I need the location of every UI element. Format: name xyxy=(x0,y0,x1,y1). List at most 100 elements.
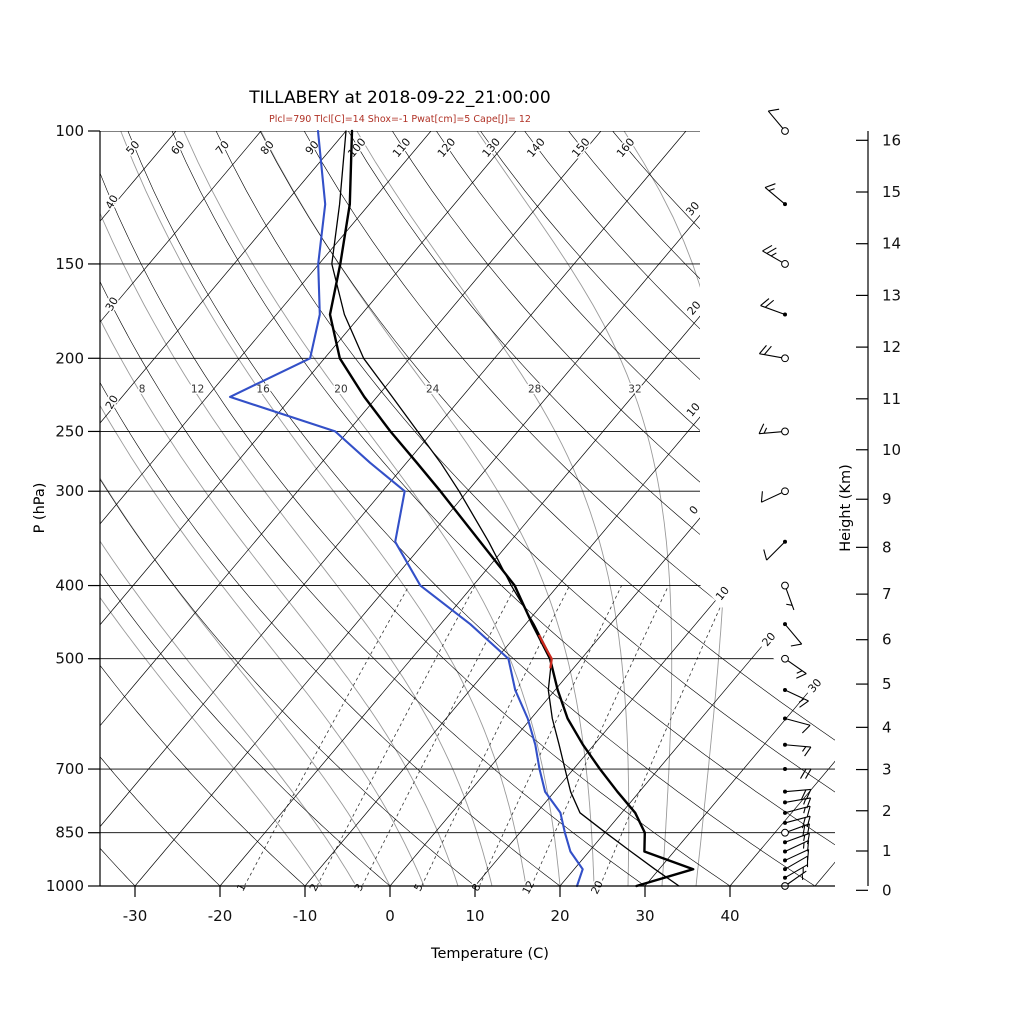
svg-text:50: 50 xyxy=(124,138,143,157)
station-dot xyxy=(783,840,787,845)
isotherm xyxy=(474,131,835,886)
svg-text:10: 10 xyxy=(465,907,484,925)
grid-lines xyxy=(0,131,835,886)
mixing-ratio-line xyxy=(316,585,476,886)
svg-text:1000: 1000 xyxy=(46,877,84,895)
svg-text:7: 7 xyxy=(882,585,892,603)
station-dot xyxy=(783,849,787,854)
svg-text:15: 15 xyxy=(882,183,901,201)
svg-text:150: 150 xyxy=(55,255,84,273)
svg-text:0: 0 xyxy=(687,503,701,517)
wind-barb xyxy=(783,622,803,647)
svg-text:100: 100 xyxy=(55,122,84,140)
wind-barb xyxy=(783,805,811,817)
mixing-ratio-line xyxy=(361,585,517,886)
svg-text:70: 70 xyxy=(213,138,232,157)
isotherm xyxy=(219,131,835,886)
dry-adiabat xyxy=(303,131,835,886)
svg-text:2: 2 xyxy=(308,882,322,894)
station-circle xyxy=(781,487,789,496)
svg-text:120: 120 xyxy=(435,136,458,160)
wind-barb xyxy=(764,183,787,207)
isotherm xyxy=(644,131,835,886)
station-dot xyxy=(783,800,787,805)
svg-text:8: 8 xyxy=(882,538,892,556)
station-dot xyxy=(783,867,787,872)
station-dot xyxy=(783,312,787,317)
svg-text:100: 100 xyxy=(345,136,368,160)
isotherm xyxy=(100,131,602,886)
svg-text:400: 400 xyxy=(55,577,84,595)
moist-adiabat xyxy=(120,131,527,886)
svg-text:20: 20 xyxy=(759,630,778,649)
wind-barb xyxy=(783,832,810,845)
svg-text:20: 20 xyxy=(103,393,121,412)
svg-text:30: 30 xyxy=(635,907,654,925)
moist-adiabat xyxy=(356,131,630,886)
svg-text:9: 9 xyxy=(882,490,892,508)
wind-barb xyxy=(781,870,807,890)
station-dot xyxy=(783,820,787,825)
svg-text:850: 850 xyxy=(55,824,84,842)
svg-text:11: 11 xyxy=(882,390,901,408)
moist-adiabat xyxy=(476,131,673,886)
y-axis-label: P (hPa) xyxy=(32,482,48,534)
wind-barb xyxy=(762,244,789,268)
svg-text:5: 5 xyxy=(412,882,426,894)
svg-text:24: 24 xyxy=(426,383,440,395)
temperature-curve xyxy=(328,129,695,888)
isotherm xyxy=(100,131,177,886)
svg-text:1: 1 xyxy=(235,882,249,894)
station-circle xyxy=(781,260,789,268)
svg-text:6: 6 xyxy=(882,631,892,649)
svg-text:-20: -20 xyxy=(208,907,233,925)
dry-adiabat xyxy=(171,131,835,886)
wind-barb xyxy=(758,423,789,436)
station-circle xyxy=(781,654,789,663)
svg-text:12: 12 xyxy=(882,338,901,356)
dry-adiabat xyxy=(127,131,816,886)
isotherm xyxy=(389,131,835,886)
svg-text:5: 5 xyxy=(882,675,892,693)
height-axis-label: Height (Km) xyxy=(838,464,854,552)
wind-barb xyxy=(783,855,809,872)
svg-text:-30: -30 xyxy=(123,907,148,925)
isotherm xyxy=(0,131,6,886)
dry-adiabat xyxy=(100,131,731,886)
svg-text:32: 32 xyxy=(628,383,641,395)
wind-barb-column xyxy=(758,108,812,890)
station-circle xyxy=(781,828,789,837)
station-dot xyxy=(783,789,787,794)
moist-adiabat xyxy=(183,131,561,886)
wind-barb xyxy=(783,815,811,829)
station-circle xyxy=(781,354,789,363)
station-circle xyxy=(781,127,789,135)
parcel-curve xyxy=(331,130,680,887)
wind-barb xyxy=(783,716,811,734)
svg-text:40: 40 xyxy=(103,193,121,212)
wind-barb xyxy=(783,864,808,880)
station-dot xyxy=(783,622,787,627)
mixing-ratio-line xyxy=(421,585,570,886)
x-axis-label: Temperature (C) xyxy=(431,946,549,962)
isotherm xyxy=(100,131,347,886)
svg-text:2: 2 xyxy=(882,802,892,820)
isotherm xyxy=(100,131,517,886)
svg-text:4: 4 xyxy=(882,718,892,736)
svg-text:500: 500 xyxy=(55,650,84,668)
svg-text:0: 0 xyxy=(882,881,892,899)
svg-text:20: 20 xyxy=(685,299,704,318)
svg-text:20: 20 xyxy=(334,383,347,395)
station-dot xyxy=(783,810,787,815)
wind-barb xyxy=(781,581,795,611)
wind-barb xyxy=(763,539,787,561)
svg-text:12: 12 xyxy=(520,879,537,896)
isotherm xyxy=(100,131,432,886)
dry-adiabat xyxy=(100,131,561,886)
svg-text:0: 0 xyxy=(385,907,395,925)
isotherm xyxy=(304,131,835,886)
svg-text:8: 8 xyxy=(139,383,146,395)
wind-barb xyxy=(783,848,810,863)
station-dot xyxy=(783,202,787,207)
